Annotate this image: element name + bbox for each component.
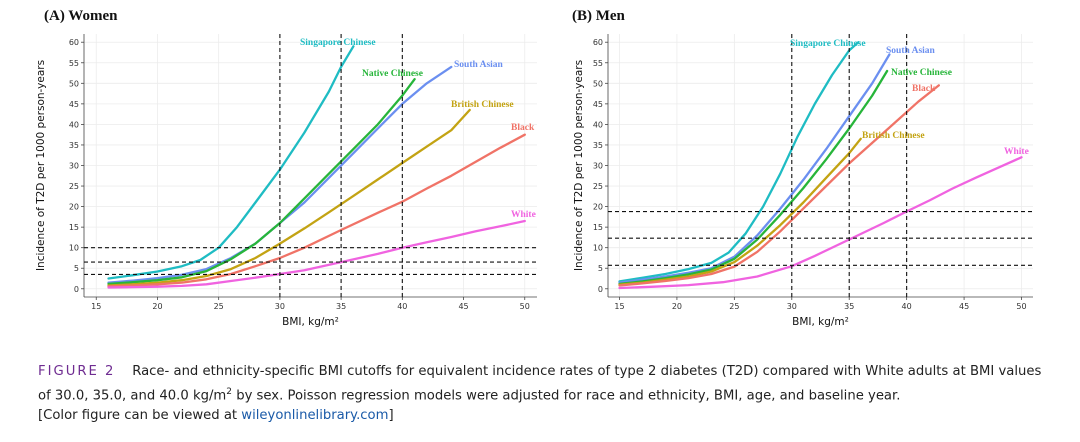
y-tick-label: 20 bbox=[593, 203, 603, 212]
x-tick-label: 25 bbox=[214, 302, 224, 311]
series-line-black bbox=[618, 84, 940, 287]
y-tick-label: 25 bbox=[69, 182, 79, 191]
x-tick-label: 40 bbox=[902, 302, 912, 311]
x-tick-label: 15 bbox=[614, 302, 624, 311]
caption-text: Race- and ethnicity-specific BMI cutoffs… bbox=[38, 364, 1042, 404]
panel-title: (A) Women bbox=[44, 8, 118, 24]
x-axis-label: BMI, kg/m² bbox=[792, 316, 849, 328]
caption-text-2: by sex. Poisson regression models were a… bbox=[232, 388, 901, 404]
y-tick-label: 30 bbox=[69, 162, 79, 171]
y-tick-label: 5 bbox=[598, 264, 603, 273]
y-tick-label: 45 bbox=[593, 100, 603, 109]
figure: 15 20 25 30 35 40 45 50051015202530354045505560… bbox=[35, 8, 1033, 328]
y-tick-label: 35 bbox=[69, 141, 79, 150]
series-label: Singapore Chinese bbox=[300, 38, 376, 48]
series-label: Black bbox=[912, 84, 936, 94]
series-line-singapore-chinese bbox=[618, 41, 860, 283]
series-label: Native Chinese bbox=[891, 68, 952, 78]
x-tick-label: 20 bbox=[152, 302, 162, 311]
x-tick-label: 40 bbox=[397, 302, 407, 311]
series-label: Singapore Chinese bbox=[790, 39, 866, 49]
series-label: Native Chinese bbox=[362, 69, 423, 79]
y-tick-label: 60 bbox=[69, 38, 79, 47]
panel-women: 15 20 25 30 35 40 45 50 0 5 10 15 20 25 30 35 40 45 50 55 60… bbox=[35, 8, 537, 328]
series-line-white bbox=[107, 219, 526, 289]
series-line-native-chinese bbox=[107, 78, 416, 286]
x-tick-label: 25 bbox=[729, 302, 739, 311]
x-tick-label: 45 bbox=[959, 302, 969, 311]
x-tick-label: 45 bbox=[458, 302, 468, 311]
series-label: British Chinese bbox=[862, 131, 925, 141]
caption-link[interactable]: wileyonlinelibrary.com bbox=[241, 408, 389, 424]
x-tick-label: 20 bbox=[672, 302, 682, 311]
y-tick-label: 5 bbox=[74, 264, 79, 273]
y-tick-label: 0 bbox=[74, 285, 79, 294]
x-tick-label: 30 bbox=[787, 302, 797, 311]
series-label: White bbox=[1004, 147, 1029, 157]
y-tick-label: 55 bbox=[69, 59, 79, 68]
y-tick-label: 0 bbox=[598, 285, 603, 294]
y-tick-label: 10 bbox=[69, 244, 79, 253]
y-tick-label: 50 bbox=[69, 79, 79, 88]
y-tick-label: 20 bbox=[69, 203, 79, 212]
caption-sup: 2 bbox=[226, 387, 232, 397]
y-axis-label: Incidence of T2D per 1000 person-years bbox=[573, 60, 585, 271]
y-tick-label: 50 bbox=[593, 79, 603, 88]
series-line-singapore-chinese bbox=[107, 45, 355, 280]
y-tick-label: 40 bbox=[69, 120, 79, 129]
y-tick-label: 15 bbox=[69, 223, 79, 232]
y-tick-label: 30 bbox=[593, 162, 603, 171]
y-tick-label: 35 bbox=[593, 141, 603, 150]
series-label: White bbox=[511, 210, 536, 220]
x-tick-label: 30 bbox=[275, 302, 285, 311]
x-tick-label: 50 bbox=[520, 302, 530, 311]
figure-caption: FIGURE 2 Race- and ethnicity-specific BM… bbox=[38, 362, 1048, 426]
x-tick-label: 50 bbox=[1016, 302, 1026, 311]
y-tick-label: 45 bbox=[69, 100, 79, 109]
y-tick-label: 25 bbox=[593, 182, 603, 191]
panel-title: (B) Men bbox=[572, 8, 626, 24]
caption-figure-label: FIGURE 2 bbox=[38, 364, 116, 379]
series-label: South Asian bbox=[886, 46, 936, 56]
series-label: South Asian bbox=[454, 60, 504, 70]
series-label: Black bbox=[511, 123, 535, 133]
series-line-british-chinese bbox=[107, 108, 471, 287]
x-tick-label: 35 bbox=[844, 302, 854, 311]
y-axis-label: Incidence of T2D per 1000 person-years bbox=[35, 60, 47, 271]
series-line-south-asian bbox=[618, 53, 891, 284]
y-tick-label: 15 bbox=[593, 223, 603, 232]
y-tick-label: 60 bbox=[593, 38, 603, 47]
series-label: British Chinese bbox=[451, 100, 514, 110]
caption-line3-suffix: ] bbox=[388, 408, 394, 424]
y-tick-label: 10 bbox=[593, 244, 603, 253]
x-axis-label: BMI, kg/m² bbox=[282, 316, 339, 328]
caption-line3-prefix: [Color figure can be viewed at bbox=[38, 408, 242, 424]
x-tick-label: 15 bbox=[91, 302, 101, 311]
y-tick-label: 40 bbox=[593, 120, 603, 129]
x-tick-label: 35 bbox=[336, 302, 346, 311]
series-line-british-chinese bbox=[618, 137, 862, 286]
y-tick-label: 55 bbox=[593, 59, 603, 68]
panel-men: 15 20 25 30 35 40 45 50 0 5 10 15 20 25 30 35 40 45 50 55 60… bbox=[572, 8, 1033, 328]
